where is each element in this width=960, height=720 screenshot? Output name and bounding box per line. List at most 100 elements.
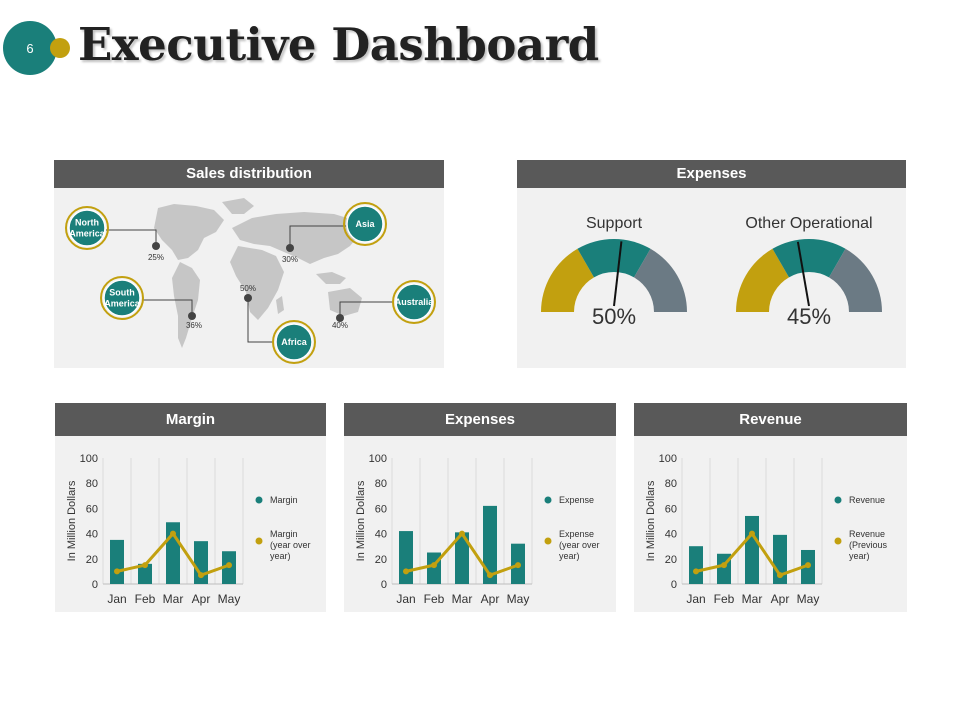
legend-label-line: (year over (559, 540, 600, 550)
region-bubble-ring (392, 280, 436, 324)
gauge-hub (770, 273, 848, 351)
x-tick-label: May (797, 592, 820, 606)
x-tick-label: May (507, 592, 530, 606)
region-bubble-ring (272, 320, 316, 364)
region-value: 40% (332, 321, 348, 330)
sales-distribution-panel: Sales distribution North America 25% Asia 30… (54, 160, 444, 368)
region-name: America (104, 299, 141, 309)
legend-label-bar: Margin (270, 495, 298, 505)
y-tick-label: 0 (92, 579, 98, 591)
sales-distribution-map: NorthAmerica25%Asia30%SouthAmerica36%Afr… (65, 198, 436, 364)
region-name: North (75, 218, 99, 228)
y-tick-label: 0 (671, 579, 677, 591)
bar (110, 539, 124, 584)
y-axis-label: In Million Dollars (355, 480, 367, 561)
gauge-segment-mid (577, 239, 651, 278)
region-name: Africa (281, 337, 308, 347)
y-tick-label: 60 (665, 503, 677, 515)
trend-point (142, 562, 148, 569)
expenses-chart-panel: Expenses In Million Dollars 0 20 40 60 80 100 J… (344, 403, 616, 612)
trend-point (721, 562, 727, 569)
trend-point (805, 562, 811, 569)
region-marker (188, 312, 196, 320)
world-map (154, 198, 362, 348)
trend-point (431, 562, 437, 569)
gauge-value: 50% (592, 304, 636, 329)
legend-marker-bar (834, 496, 842, 504)
x-tick-label: Mar (742, 592, 763, 606)
legend-label-line: (Previous (849, 540, 888, 550)
sales-distribution-title: Sales distribution (54, 160, 444, 188)
legend-marker-bar (544, 496, 552, 504)
map-landmass (154, 204, 224, 260)
x-tick-label: Feb (714, 592, 735, 606)
x-tick-label: Jan (396, 592, 415, 606)
legend-label-bar: Revenue (849, 495, 885, 505)
legend-marker-line (544, 537, 552, 545)
legend-label-line: (year over (270, 540, 311, 550)
trend-point (170, 530, 176, 537)
map-landmass (172, 262, 200, 348)
y-tick-label: 80 (665, 478, 677, 490)
expenses-chart-title: Expenses (344, 403, 616, 436)
legend-marker-line (255, 537, 263, 545)
y-axis-label: In Million Dollars (66, 480, 78, 561)
y-tick-label: 80 (86, 478, 98, 490)
y-tick-label: 20 (665, 554, 677, 566)
map-landmass (222, 198, 254, 214)
legend-label-line: Margin (270, 529, 298, 539)
page-number-badge: 6 (3, 21, 57, 75)
gauge-needle (796, 241, 810, 307)
y-tick-label: 20 (375, 554, 387, 566)
bar (483, 505, 497, 584)
x-tick-label: May (218, 592, 241, 606)
legend-label-line: Revenue (849, 529, 885, 539)
region-marker (152, 242, 160, 250)
x-tick-label: Apr (771, 592, 790, 606)
x-tick-label: Jan (107, 592, 126, 606)
expenses-gauges-chart: Support 50% Other Operational 45% (541, 215, 882, 351)
revenue-chart-title: Revenue (634, 403, 907, 436)
legend-marker-line (834, 537, 842, 545)
trend-point (749, 530, 755, 537)
region-marker (244, 294, 252, 302)
y-tick-label: 100 (659, 453, 677, 465)
region-value: 30% (282, 255, 298, 264)
x-tick-label: Apr (481, 592, 500, 606)
trend-point (515, 562, 521, 569)
region-connector (247, 298, 274, 343)
map-landmass (230, 246, 284, 320)
x-tick-label: Mar (452, 592, 473, 606)
trend-point (226, 562, 232, 569)
region-bubble-ring (100, 276, 144, 320)
gauge-segment-high (829, 248, 882, 312)
x-tick-label: Apr (192, 592, 211, 606)
trend-point (693, 568, 699, 575)
legend-marker-bar (255, 496, 263, 504)
trend-point (459, 530, 465, 537)
page-title: Executive Dashboard (78, 18, 599, 71)
region-connector (339, 301, 394, 318)
bar (138, 563, 152, 584)
x-tick-label: Feb (424, 592, 445, 606)
page-number: 6 (26, 40, 34, 56)
region-bubble (68, 209, 106, 247)
region-bubble-ring (343, 202, 387, 246)
revenue-chart: In Million Dollars 0 20 40 60 80 100 Jan Feb Mar A… (645, 453, 888, 606)
expenses-gauges-title: Expenses (517, 160, 906, 188)
margin-chart: In Million Dollars 0 20 40 60 80 100 Jan Feb Mar A… (66, 453, 311, 606)
trend-point (198, 572, 204, 579)
region-bubble (275, 323, 313, 361)
x-tick-label: Mar (163, 592, 184, 606)
y-tick-label: 60 (375, 503, 387, 515)
badge-accent-dot (50, 38, 70, 58)
region-bubble-ring (65, 206, 109, 250)
y-axis-label: In Million Dollars (645, 480, 657, 561)
margin-chart-panel: Margin In Million Dollars 0 20 40 60 80 100 Jan… (55, 403, 326, 612)
gauge-value: 45% (787, 304, 831, 329)
region-value: 36% (186, 321, 202, 330)
gauge-segment-low (541, 248, 594, 312)
y-tick-label: 40 (665, 529, 677, 541)
legend-label-bar: Expense (559, 495, 594, 505)
region-name: South (109, 288, 135, 298)
